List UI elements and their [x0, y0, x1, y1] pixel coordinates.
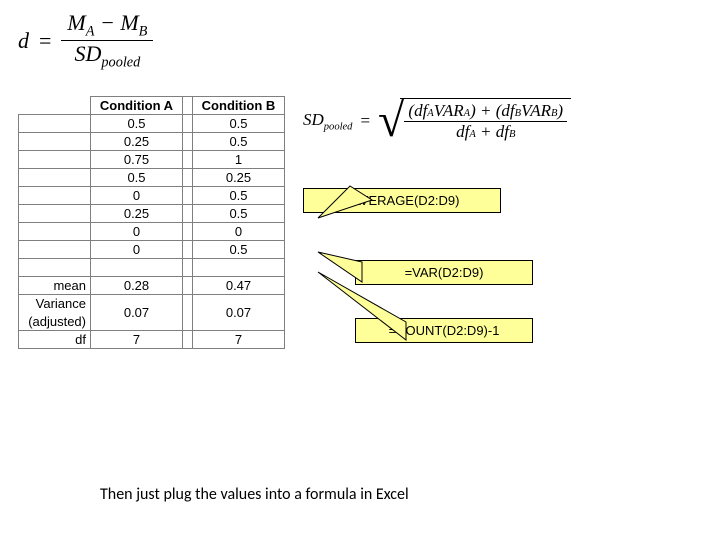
cell-a-0: 0.5: [91, 114, 183, 132]
formula-sd-num: (dfAVARA) + (dfBVARB): [404, 101, 567, 122]
cell-b-2: 1: [193, 150, 285, 168]
formula-d-eq: =: [39, 28, 51, 54]
formula-sd-eq: =: [360, 111, 370, 131]
cell-b-7: 0.5: [193, 240, 285, 258]
cell-a-4: 0: [91, 186, 183, 204]
cell-a-7: 0: [91, 240, 183, 258]
formula-sd-sqrt: √ (dfAVARA) + (dfBVARB) dfA + dfB: [378, 98, 571, 144]
df-a: 7: [91, 330, 183, 348]
cell-b-0: 0.5: [193, 114, 285, 132]
callout-count: =COUNT(D2:D9)-1: [355, 318, 533, 343]
formula-sd: SDpooled = √ (dfAVARA) + (dfBVARB) dfA +: [303, 98, 623, 144]
cell-a-5: 0.25: [91, 204, 183, 222]
cell-a-3: 0.5: [91, 168, 183, 186]
cell-b-4: 0.5: [193, 186, 285, 204]
formula-d-fraction: MA − MB SDpooled: [61, 10, 153, 72]
data-table: Condition A Condition B 0.50.5 0.250.5 0…: [18, 96, 285, 349]
cell-a-1: 0.25: [91, 132, 183, 150]
var-b: 0.07: [193, 294, 285, 330]
formula-d-den: SDpooled: [69, 41, 147, 71]
formula-sd-den: dfA + dfB: [452, 122, 519, 142]
mean-a: 0.28: [91, 276, 183, 294]
formula-sd-root: (dfAVARA) + (dfBVARB) dfA + dfB: [400, 98, 571, 144]
cell-a-2: 0.75: [91, 150, 183, 168]
header-cond-a: Condition A: [91, 96, 183, 114]
callout-average: =AVERAGE(D2:D9): [303, 188, 501, 213]
formula-sd-lhs: SDpooled: [303, 110, 352, 132]
mean-b: 0.47: [193, 276, 285, 294]
cell-b-3: 0.25: [193, 168, 285, 186]
callout-var: =VAR(D2:D9): [355, 260, 533, 285]
formula-d-lhs: d: [18, 28, 29, 54]
cell-b-1: 0.5: [193, 132, 285, 150]
formula-d: d = MA − MB SDpooled: [18, 10, 702, 72]
formula-d-num: MA − MB: [61, 10, 153, 41]
header-cond-b: Condition B: [193, 96, 285, 114]
cell-b-5: 0.5: [193, 204, 285, 222]
caption: Then just plug the values into a formula…: [100, 485, 409, 504]
var-a: 0.07: [91, 294, 183, 330]
cell-b-6: 0: [193, 222, 285, 240]
right-block: SDpooled = √ (dfAVARA) + (dfBVARB) dfA +: [303, 96, 623, 162]
df-label: df: [19, 330, 91, 348]
mean-label: mean: [19, 276, 91, 294]
cell-a-6: 0: [91, 222, 183, 240]
var-label-1: Variance: [19, 294, 91, 312]
df-b: 7: [193, 330, 285, 348]
var-label-2: (adjusted): [19, 312, 91, 330]
